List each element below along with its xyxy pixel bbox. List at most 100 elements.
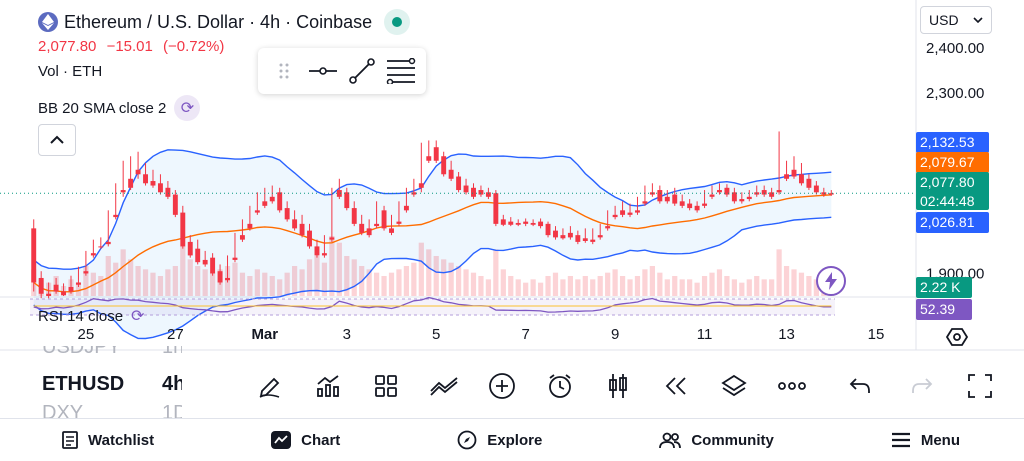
time-axis-tick: 9 <box>610 326 620 343</box>
volume-bar <box>396 269 402 296</box>
time-axis-tick: 3 <box>342 326 351 343</box>
candle-body <box>493 193 499 224</box>
volume-bar <box>388 272 395 296</box>
candle-body <box>284 208 290 220</box>
volume-bar <box>515 279 521 296</box>
symbol-row[interactable]: USDJPY 1h <box>42 346 182 359</box>
volume-bar <box>761 279 767 296</box>
time-axis[interactable]: 25 27 Mar 3 5 7 9 11 13 15 <box>0 326 1024 348</box>
candle-body <box>396 221 402 224</box>
layout-grid-icon[interactable] <box>370 370 402 402</box>
nav-watchlist[interactable]: Watchlist <box>62 431 154 449</box>
indicators-icon[interactable] <box>312 370 344 402</box>
collapse-legend-button[interactable] <box>38 124 76 156</box>
currency-selector[interactable]: USD <box>920 6 992 34</box>
fib-retracement-tool-icon[interactable] <box>384 54 418 88</box>
nav-chart[interactable]: Chart <box>271 431 340 449</box>
candle-body <box>247 223 253 229</box>
volume-bar <box>791 269 797 296</box>
draw-pencil-icon[interactable] <box>254 370 286 402</box>
volume-bar <box>605 272 611 296</box>
bb-basis-tag: 2,079.67 <box>916 152 989 173</box>
symbol-row-active[interactable]: ETHUSD 4h <box>42 373 182 396</box>
volume-bar <box>798 272 805 296</box>
candle-body <box>105 241 111 245</box>
fullscreen-icon[interactable] <box>964 370 996 402</box>
volume-bar <box>254 269 260 296</box>
rsi-legend[interactable]: RSI 14 close ⟳ <box>38 306 144 326</box>
nav-community[interactable]: Community <box>659 431 774 449</box>
candle-body <box>426 156 432 161</box>
recent-symbols-list[interactable]: USDJPY 1h ETHUSD 4h DXY 1D <box>42 346 182 418</box>
volume-bar <box>403 266 410 296</box>
candle-body <box>776 190 782 193</box>
candle-body <box>642 201 648 204</box>
volume-bar <box>731 279 737 296</box>
lightning-icon[interactable] <box>816 266 846 296</box>
candle-body <box>269 196 275 202</box>
candle-body <box>68 286 74 292</box>
redo-icon[interactable] <box>906 370 938 402</box>
candle-body <box>351 208 357 224</box>
replay-icon[interactable] <box>660 370 692 402</box>
loading-spinner-icon: ⟳ <box>131 308 145 325</box>
symbol-title[interactable]: Ethereum / U.S. Dollar · 4h · Coinbase <box>64 11 373 32</box>
alert-clock-icon[interactable] <box>544 370 576 402</box>
horizontal-line-tool-icon[interactable] <box>306 54 340 88</box>
symbol-row[interactable]: DXY 1D <box>42 402 182 418</box>
nav-explore[interactable]: Explore <box>457 430 542 450</box>
symbol-interval: 4h <box>162 373 182 395</box>
volume-bar <box>694 282 700 296</box>
volume-bar <box>597 276 603 296</box>
symbol-name: USDJPY <box>42 346 121 358</box>
volume-bar <box>508 276 514 296</box>
candle-body <box>806 178 812 188</box>
candle-body <box>46 293 52 296</box>
candle-body <box>418 183 424 188</box>
chart-icon <box>271 431 292 449</box>
market-status-icon[interactable] <box>384 9 411 35</box>
volume-bar <box>806 276 812 296</box>
volume-bar <box>448 262 454 296</box>
rsi-label: RSI 14 close <box>38 307 124 325</box>
volume-bar <box>232 262 238 296</box>
drag-handle-icon[interactable] <box>267 54 301 88</box>
time-axis-tick: 7 <box>521 326 530 343</box>
volume-bar <box>724 276 730 296</box>
undo-icon[interactable] <box>844 370 876 402</box>
candle-body <box>38 277 44 294</box>
rsi-tag: 52.39 <box>916 299 972 320</box>
candle-body <box>239 235 245 240</box>
candle-body <box>791 169 797 177</box>
volume-bar <box>277 279 283 296</box>
chart-settings-icon[interactable] <box>945 327 969 347</box>
bb-basis-line <box>33 194 832 293</box>
volume-bar <box>701 276 708 296</box>
last-price-tag-value: 2,077.80 <box>920 174 975 190</box>
more-icon[interactable] <box>776 370 808 402</box>
bollinger-legend[interactable]: BB 20 SMA close 2 ⟳ <box>38 95 201 121</box>
add-icon[interactable] <box>486 370 518 402</box>
layers-icon[interactable] <box>718 370 750 402</box>
volume-legend[interactable]: Vol · ETH <box>38 63 103 80</box>
volume-bar <box>150 272 156 296</box>
volume-bar <box>239 272 246 296</box>
volume-bar <box>329 236 335 296</box>
candle-body <box>381 210 387 229</box>
bollinger-label: BB 20 SMA close 2 <box>38 99 167 117</box>
volume-bar <box>351 259 357 296</box>
candle-body <box>374 223 380 227</box>
candles-icon[interactable] <box>602 370 634 402</box>
volume-bar <box>418 242 424 296</box>
trend-line-tool-icon[interactable] <box>345 54 379 88</box>
candle-body <box>717 190 722 193</box>
volume-bar <box>75 282 82 296</box>
nav-chart-label: Chart <box>301 431 341 449</box>
compare-icon[interactable] <box>428 370 460 402</box>
volume-bar <box>366 269 372 296</box>
time-axis-tick: 25 <box>77 326 95 343</box>
nav-menu[interactable]: Menu <box>891 432 960 449</box>
volume-bar <box>105 256 111 296</box>
candle-body <box>746 196 752 200</box>
